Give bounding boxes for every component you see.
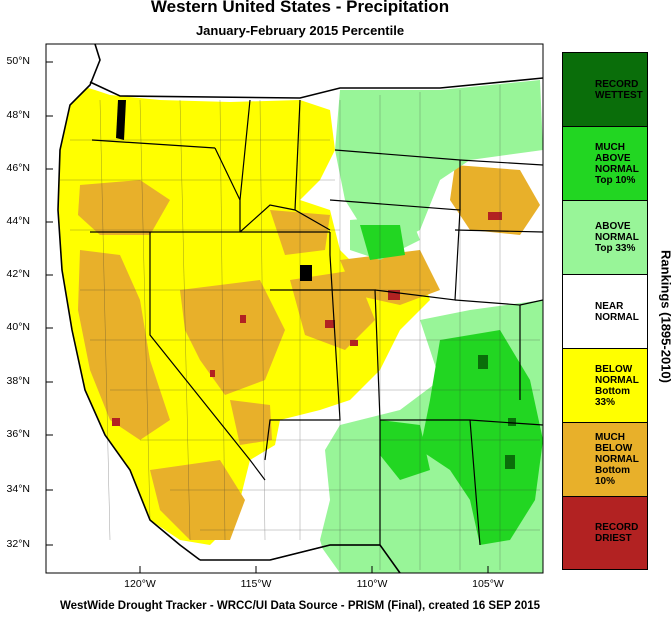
lat-label-32: 32°N [6, 538, 30, 550]
legend-much-above: MUCH ABOVE NORMAL Top 10% [563, 127, 647, 201]
legend-record-driest-label: RECORD DRIEST [595, 522, 639, 544]
canada-border [89, 77, 543, 99]
much-below-wyoming [340, 250, 440, 305]
coastline [57, 44, 201, 561]
footer-credit: WestWide Drought Tracker - WRCC/UI Data … [59, 600, 541, 612]
above-normal-east [335, 80, 543, 240]
lat-label-34: 34°N [6, 483, 30, 495]
much-below-nevada [180, 280, 285, 395]
much-below-socal [150, 460, 245, 540]
state-boundaries [90, 99, 543, 561]
legend-record-wettest: RECORD WETTEST [563, 53, 647, 127]
lat-label-48: 48°N [6, 109, 30, 121]
lon-ticks [139, 566, 489, 573]
county-lines [60, 85, 540, 570]
mexico-border [200, 544, 401, 573]
canada-region [46, 44, 543, 98]
lat-label-40: 40°N [6, 321, 30, 333]
record-driest-spots [112, 212, 502, 426]
lon-label-105: 105°W [472, 578, 504, 590]
lat-label-42: 42°N [6, 268, 30, 280]
puget-sound [116, 100, 126, 140]
map-frame [45, 43, 544, 574]
much-below-montana [450, 165, 540, 235]
lat-label-46: 46°N [6, 162, 30, 174]
legend-much-above-label: MUCH ABOVE NORMAL Top 10% [595, 141, 639, 186]
much-above-wyoming [360, 225, 405, 260]
pacific-ocean [46, 44, 200, 573]
legend-record-wettest-label: RECORD WETTEST [595, 78, 643, 101]
legend-above-label: ABOVE NORMAL Top 33% [595, 221, 639, 254]
lon-label-115: 115°W [240, 578, 272, 590]
legend: RECORD WETTEST MUCH ABOVE NORMAL Top 10% AB… [562, 52, 648, 570]
legend-much-below: MUCH BELOW NORMAL Bottom 10% [563, 423, 647, 497]
mexico-region [180, 543, 340, 573]
legend-above: ABOVE NORMAL Top 33% [563, 201, 647, 275]
legend-record-driest: RECORD DRIEST [563, 497, 647, 569]
much-above-texas [380, 420, 430, 480]
map-subtitle: January-February 2015 Percentile [195, 23, 405, 38]
lon-label-120: 120°W [124, 578, 156, 590]
lat-label-38: 38°N [6, 375, 30, 387]
great-salt-lake [300, 265, 312, 281]
much-below-az [230, 400, 272, 445]
legend-below: BELOW NORMAL Bottom 33% [563, 349, 647, 423]
legend-below-label: BELOW NORMAL Bottom 33% [595, 363, 639, 408]
legend-title: Rankings (1895-2010) [658, 250, 672, 383]
legend-much-below-label: MUCH BELOW NORMAL Bottom 10% [595, 432, 639, 487]
map-title: Western United States - Precipitation [150, 0, 450, 16]
lon-label-110: 110°W [356, 578, 388, 590]
legend-near-label: NEAR NORMAL [595, 300, 639, 323]
legend-near: NEAR NORMAL [563, 275, 647, 349]
lat-label-44: 44°N [6, 215, 30, 227]
much-below-oregon [78, 180, 170, 235]
lat-label-50: 50°N [6, 55, 30, 67]
much-above-newmexico [420, 330, 543, 545]
record-wettest-spots [478, 355, 516, 469]
lat-label-36: 36°N [6, 428, 30, 440]
lat-ticks [46, 61, 53, 546]
